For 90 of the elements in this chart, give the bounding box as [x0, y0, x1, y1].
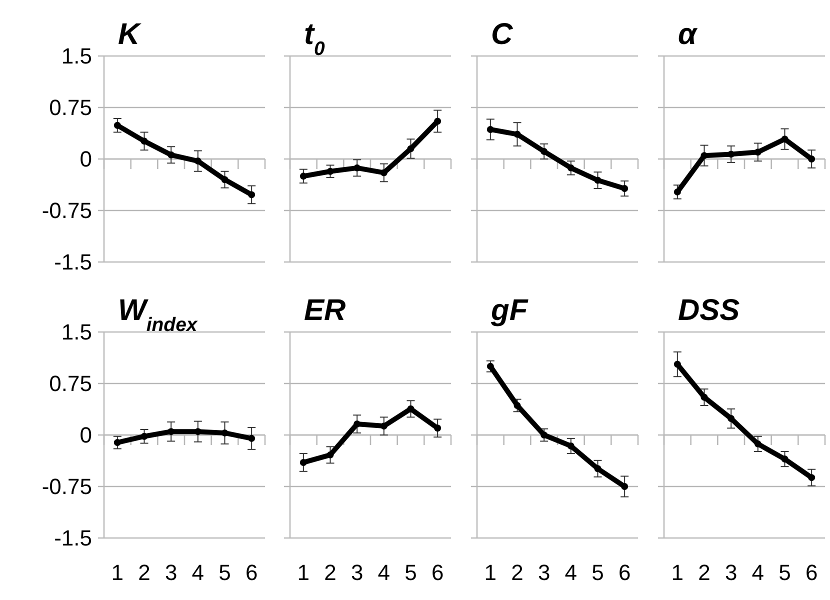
point — [808, 156, 816, 162]
y-tick-label: -1.5 — [54, 526, 92, 551]
x-tick-label: 5 — [592, 560, 604, 585]
point — [194, 428, 202, 436]
point — [728, 415, 735, 422]
chart-title: W$_{index}$ — [118, 294, 198, 336]
x-tick-label: 5 — [404, 560, 417, 585]
point — [194, 158, 202, 165]
point — [540, 432, 548, 438]
x-tick-label: 2 — [138, 560, 150, 585]
point — [728, 150, 735, 158]
chart-title: t$_{0}$ — [304, 18, 325, 60]
point — [248, 434, 256, 442]
chart-title: ER — [304, 294, 346, 327]
point — [621, 483, 628, 490]
point — [300, 458, 307, 466]
point — [354, 420, 361, 428]
point — [567, 442, 574, 450]
point — [434, 424, 442, 432]
point — [594, 176, 602, 184]
point — [514, 130, 521, 138]
point — [514, 402, 521, 409]
point — [221, 429, 228, 436]
point — [621, 185, 628, 192]
point — [700, 394, 708, 401]
point — [168, 428, 175, 436]
point — [114, 439, 121, 446]
x-tick-label: 2 — [698, 560, 710, 585]
point — [380, 422, 388, 430]
y-tick-label: 0.75 — [49, 95, 92, 120]
chart-title: C — [491, 18, 514, 51]
point — [434, 118, 442, 125]
x-tick-label: 2 — [511, 560, 524, 585]
x-tick-label: 1 — [297, 560, 310, 585]
chart-title: gF — [490, 294, 528, 327]
chart-title: K — [118, 18, 142, 51]
point — [140, 138, 148, 145]
point — [221, 176, 228, 184]
point — [354, 164, 361, 172]
y-tick-label: -0.75 — [42, 474, 92, 500]
x-tick-label: 1 — [111, 560, 124, 585]
x-tick-label: 6 — [431, 560, 444, 585]
point — [754, 440, 762, 448]
chart-title: α — [678, 18, 698, 51]
y-tick-label: -0.75 — [42, 198, 92, 224]
x-tick-label: 2 — [324, 560, 336, 585]
y-tick-label: 0 — [80, 422, 92, 448]
point — [781, 456, 788, 463]
point — [114, 122, 121, 129]
x-tick-label: 1 — [484, 560, 497, 585]
point — [781, 136, 788, 143]
y-tick-label: -1.5 — [54, 250, 92, 275]
x-tick-label: 5 — [218, 560, 231, 585]
x-tick-label: 1 — [671, 560, 684, 585]
point — [326, 168, 334, 175]
point — [407, 405, 414, 412]
point — [754, 148, 762, 156]
x-tick-label: 3 — [538, 560, 550, 585]
x-tick-label: 6 — [805, 560, 818, 585]
x-tick-label: 4 — [378, 560, 390, 585]
point — [300, 172, 307, 180]
point — [486, 362, 494, 370]
point — [540, 148, 548, 155]
point — [594, 465, 602, 472]
point — [674, 188, 681, 196]
point — [380, 169, 388, 176]
point — [567, 164, 574, 172]
x-tick-label: 4 — [192, 560, 204, 585]
point — [326, 451, 334, 458]
y-tick-label: 0 — [80, 146, 92, 172]
y-tick-label: 0.75 — [49, 371, 92, 396]
point — [407, 145, 414, 152]
x-tick-label: 4 — [752, 560, 764, 585]
point — [700, 152, 708, 160]
x-tick-label: 5 — [778, 560, 791, 585]
point — [168, 151, 175, 158]
x-tick-label: 3 — [164, 560, 178, 585]
point — [808, 474, 816, 482]
x-tick-label: 6 — [618, 560, 631, 585]
x-tick-label: 6 — [245, 560, 258, 585]
chart-title: DSS — [678, 294, 740, 327]
point — [248, 191, 256, 198]
x-tick-label: 4 — [564, 560, 578, 585]
y-tick-label: 1.5 — [61, 320, 92, 345]
x-tick-label: 3 — [350, 560, 364, 585]
y-tick-label: 1.5 — [61, 44, 92, 69]
point — [486, 126, 494, 133]
point — [674, 360, 681, 368]
point — [140, 432, 148, 440]
x-tick-label: 3 — [724, 560, 738, 585]
